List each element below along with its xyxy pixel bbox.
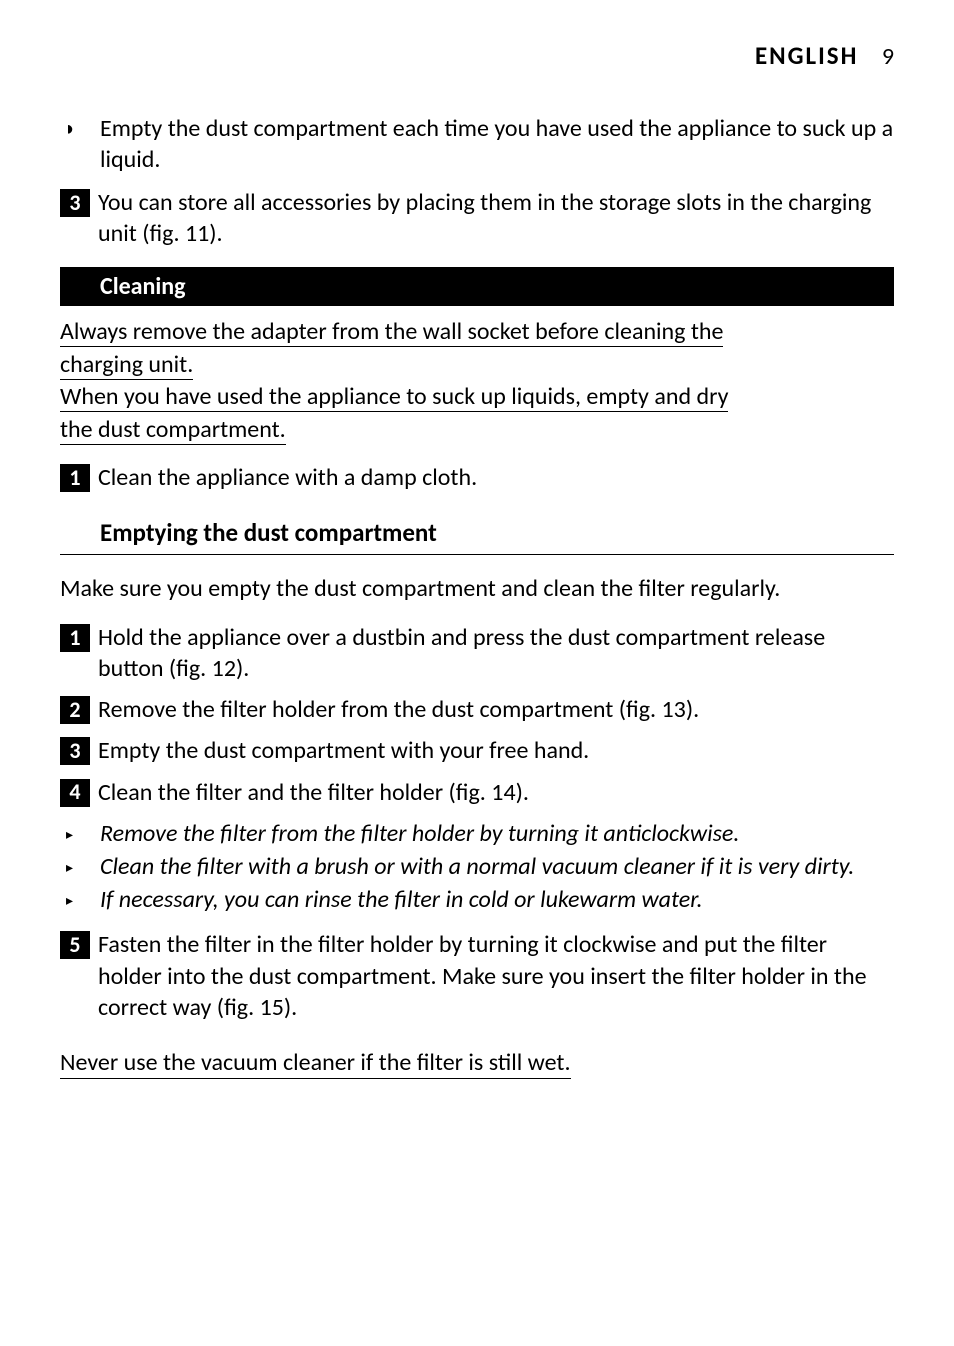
step-text: Clean the appliance with a damp cloth. (98, 462, 894, 493)
step-number-badge: 1 (60, 624, 90, 652)
step-text: You can store all accessories by placing… (98, 187, 894, 249)
triangle-bullet-icon: ▸ (60, 818, 100, 844)
triangle-bullet-icon: ▸ (60, 851, 100, 877)
substep-item: ▸ If necessary, you can rinse the filter… (60, 884, 894, 915)
final-warning: Never use the vacuum cleaner if the filt… (60, 1033, 894, 1079)
step-number-badge: 4 (60, 779, 90, 807)
warning-line: When you have used the appliance to suck… (60, 382, 728, 412)
intro-paragraph: Make sure you empty the dust compartment… (60, 573, 894, 604)
step-item: 3 Empty the dust compartment with your f… (60, 735, 894, 766)
triangle-bullet-icon: ▸ (60, 884, 100, 910)
step-item: 2 Remove the filter holder from the dust… (60, 694, 894, 725)
step-text: Remove the filter holder from the dust c… (98, 694, 894, 725)
subsection-heading-emptying: Emptying the dust compartment (60, 517, 894, 555)
warning-line: the dust compartment. (60, 415, 286, 445)
substep-text: Clean the filter with a brush or with a … (100, 851, 894, 882)
step-number-badge: 1 (60, 464, 90, 492)
step-number-badge: 3 (60, 737, 90, 765)
page-header: ENGLISH 9 (60, 40, 894, 73)
step-text: Fasten the filter in the filter holder b… (98, 929, 894, 1023)
subsection-title: Emptying the dust compartment (100, 517, 437, 548)
warning-line: charging unit. (60, 350, 193, 380)
substep-item: ▸ Remove the filter from the filter hold… (60, 818, 894, 849)
step-number-badge: 2 (60, 696, 90, 724)
step-item: 5 Fasten the filter in the filter holder… (60, 929, 894, 1023)
bullet-text: Empty the dust compartment each time you… (100, 113, 894, 175)
substep-text: Remove the filter from the filter holder… (100, 818, 894, 849)
step-text: Hold the appliance over a dustbin and pr… (98, 622, 894, 684)
step-item: 1 Clean the appliance with a damp cloth. (60, 462, 894, 493)
step-item: 1 Hold the appliance over a dustbin and … (60, 622, 894, 684)
info-bullet: ◗ Empty the dust compartment each time y… (60, 113, 894, 175)
page-number: 9 (882, 42, 894, 71)
section-heading-cleaning: Cleaning (60, 267, 894, 306)
step-number-badge: 3 (60, 189, 90, 217)
final-warning-text: Never use the vacuum cleaner if the filt… (60, 1047, 571, 1079)
step-item: 4 Clean the filter and the filter holder… (60, 777, 894, 808)
step-text: Clean the filter and the filter holder (… (98, 777, 894, 808)
substep-text: If necessary, you can rinse the filter i… (100, 884, 894, 915)
language-label: ENGLISH (755, 40, 858, 71)
cleaning-warning: Always remove the adapter from the wall … (60, 316, 894, 446)
warning-line: Always remove the adapter from the wall … (60, 317, 723, 347)
bullet-icon: ◗ (60, 113, 100, 142)
step-text: Empty the dust compartment with your fre… (98, 735, 894, 766)
step-number-badge: 5 (60, 931, 90, 959)
substep-item: ▸ Clean the filter with a brush or with … (60, 851, 894, 882)
step-item: 3 You can store all accessories by placi… (60, 187, 894, 249)
